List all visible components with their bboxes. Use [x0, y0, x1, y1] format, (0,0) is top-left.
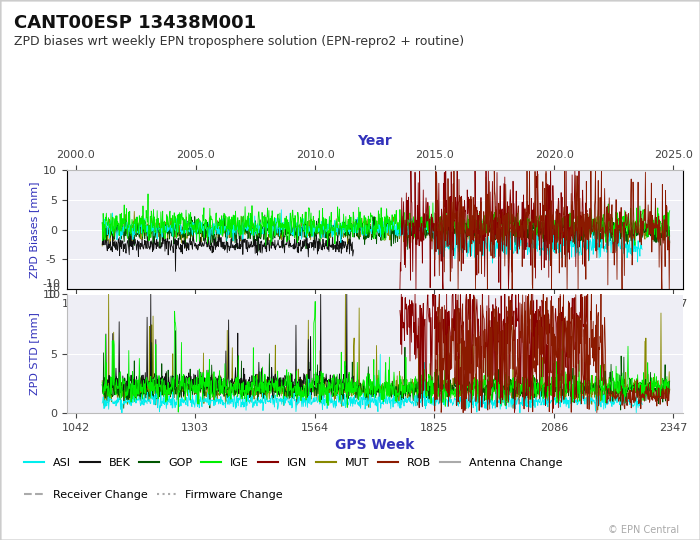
Text: 10: 10 — [46, 291, 60, 300]
Text: 10: 10 — [46, 283, 60, 293]
Legend: Receiver Change, Firmware Change: Receiver Change, Firmware Change — [20, 486, 288, 505]
X-axis label: Year: Year — [357, 134, 392, 148]
Text: © EPN Central: © EPN Central — [608, 524, 679, 535]
Text: CANT00ESP 13438M001: CANT00ESP 13438M001 — [14, 14, 256, 31]
Legend: ASI, BEK, GOP, IGE, IGN, MUT, ROB, Antenna Change: ASI, BEK, GOP, IGE, IGN, MUT, ROB, Anten… — [20, 454, 567, 472]
Y-axis label: ZPD STD [mm]: ZPD STD [mm] — [29, 312, 38, 395]
Text: ZPD biases wrt weekly EPN troposphere solution (EPN-repro2 + routine): ZPD biases wrt weekly EPN troposphere so… — [14, 35, 464, 48]
Y-axis label: ZPD Biases [mm]: ZPD Biases [mm] — [29, 181, 38, 278]
X-axis label: GPS Week: GPS Week — [335, 438, 414, 453]
Text: -10: -10 — [42, 279, 60, 289]
